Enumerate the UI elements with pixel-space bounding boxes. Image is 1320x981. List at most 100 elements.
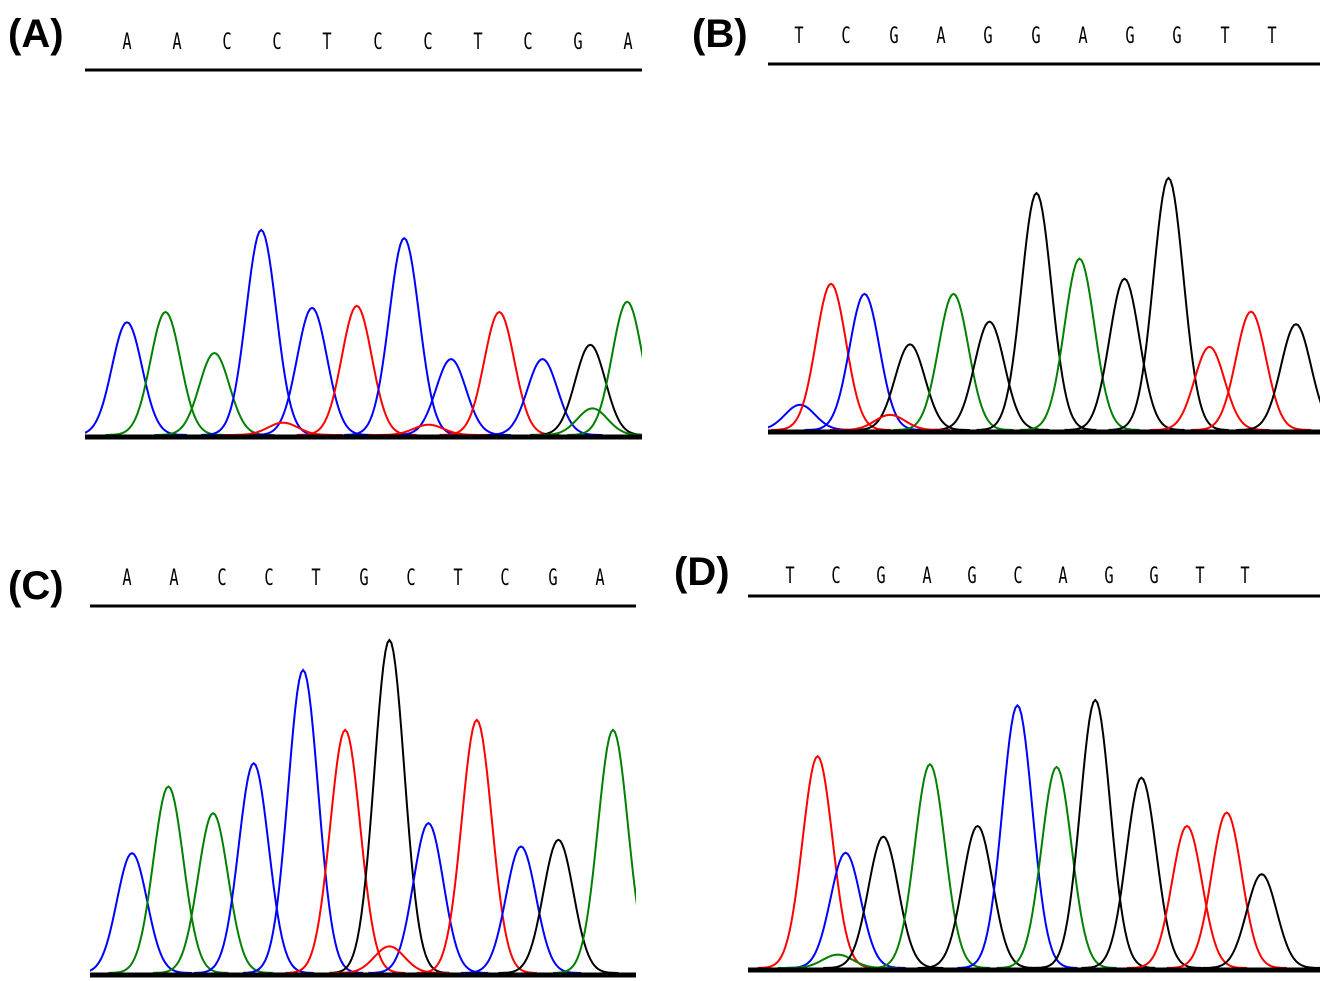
peak-b-2-thymine (770, 282, 892, 431)
peak-d-10-guanine (1081, 776, 1202, 969)
trace-group-b (768, 176, 1320, 431)
peak-c-11-guanine (498, 838, 619, 974)
peak-d-6-guanine (917, 824, 1038, 969)
base-call-b-7: A (1078, 24, 1088, 49)
peak-b-1-cytosine (768, 403, 860, 431)
base-call-b-1: T (794, 24, 804, 49)
base-call-c-4: C (264, 566, 274, 591)
peak-c-7-guanine (329, 638, 450, 974)
peak-c-9-thymine (416, 718, 537, 974)
peak-b-11-thymine (1149, 345, 1270, 431)
peak-a-7-cytosine (344, 236, 465, 436)
base-call-c-11: A (595, 566, 605, 591)
panel-label-a: (A) (8, 12, 64, 56)
peak-a-3-adenine (154, 351, 275, 436)
peak-d-5-adenine (869, 762, 990, 969)
peak-d-11-thymine (1126, 824, 1248, 969)
peak-a-11-guanine (530, 343, 642, 436)
peak-a-2-adenine (105, 310, 226, 436)
peak-c-4-cytosine (193, 761, 314, 974)
base-call-c-1: A (122, 566, 132, 591)
peak-b-7-guanine (976, 191, 1097, 431)
base-call-d-3: G (876, 564, 886, 589)
panel-label-b: (B) (692, 12, 748, 56)
base-call-d-2: C (830, 564, 841, 589)
trace-group-a (85, 228, 642, 436)
base-call-b-2: C (841, 24, 851, 49)
base-call-b-9: G (1172, 24, 1183, 49)
base-call-b-3: G (888, 24, 899, 49)
peak-a-5-cytosine (252, 306, 373, 436)
peak-b-8-adenine (1019, 257, 1140, 431)
base-call-c-10: G (548, 566, 558, 591)
base-call-b-11: T (1267, 24, 1277, 49)
base-call-a-8: T (473, 30, 483, 55)
base-call-c-5: T (311, 566, 321, 591)
base-call-a-2: A (172, 30, 182, 55)
peak-c-8-cytosine (368, 821, 489, 974)
base-call-a-1: A (122, 30, 132, 55)
peak-a-13-adenine (532, 407, 642, 436)
peak-c-5-cytosine (243, 668, 364, 974)
base-call-b-6: G (1030, 24, 1041, 49)
peak-c-3-adenine (153, 811, 274, 974)
peak-b-4-guanine (850, 343, 970, 431)
peak-d-1-thymine (757, 754, 878, 969)
peak-a-9-thymine (439, 310, 560, 436)
peak-c-6-thymine (285, 728, 406, 974)
peak-d-2-cytosine (785, 851, 906, 969)
base-call-a-7: C (422, 30, 433, 55)
trace-group-d (757, 698, 1320, 969)
peak-c-10-cytosine (460, 845, 582, 974)
peak-d-8-adenine (996, 765, 1117, 969)
peak-a-12-adenine (567, 300, 642, 436)
peak-b-5-adenine (893, 292, 1014, 431)
peak-a-6-thymine (296, 304, 417, 436)
base-call-a-11: A (623, 30, 633, 55)
base-call-c-6: G (358, 566, 369, 591)
peak-a-8-cytosine (391, 358, 511, 436)
panel-label-c: (C) (8, 564, 64, 608)
base-call-d-9: G (1149, 564, 1159, 589)
base-call-c-3: C (216, 566, 227, 591)
peak-a-1-cytosine (85, 321, 188, 436)
peak-b-10-guanine (1108, 176, 1229, 431)
base-call-d-7: A (1058, 564, 1068, 589)
peak-d-12-thymine (1166, 811, 1287, 969)
base-call-c-8: T (453, 566, 463, 591)
base-call-a-3: C (222, 30, 232, 55)
panel-label-d: (D) (674, 550, 730, 594)
base-call-d-4: A (921, 564, 932, 589)
peak-b-9-guanine (1064, 277, 1185, 431)
base-call-c-7: C (406, 566, 416, 591)
base-call-d-10: T (1194, 564, 1205, 589)
base-call-d-8: G (1103, 564, 1114, 589)
base-call-a-9: C (523, 30, 533, 55)
base-call-a-4: C (272, 30, 282, 55)
peak-b-14-thymine (830, 413, 950, 431)
base-call-b-8: G (1125, 24, 1135, 49)
peak-b-13-guanine (1235, 323, 1320, 431)
base-call-b-4: A (936, 24, 946, 49)
base-call-c-2: A (169, 566, 179, 591)
peak-c-2-adenine (108, 785, 229, 974)
base-call-d-11: T (1240, 564, 1250, 589)
peak-d-7-cytosine (957, 703, 1078, 969)
base-call-a-10: G (573, 30, 583, 55)
base-call-d-1: T (785, 564, 795, 589)
base-call-a-6: C (372, 30, 383, 55)
peak-c-12-adenine (553, 728, 636, 974)
base-call-a-5: T (322, 30, 333, 55)
peak-c-1-cytosine (90, 851, 193, 974)
peak-a-15-thymine (368, 423, 489, 436)
peak-d-9-guanine (1035, 698, 1156, 969)
peak-b-6-guanine (929, 320, 1050, 431)
peak-d-13-guanine (1201, 873, 1320, 969)
peak-a-14-thymine (223, 421, 343, 436)
peak-a-10-cytosine (482, 358, 603, 436)
peak-b-3-cytosine (804, 292, 925, 431)
base-call-c-9: C (500, 566, 511, 591)
trace-group-c (90, 638, 636, 974)
peak-c-13-thymine (329, 945, 450, 974)
base-call-d-6: C (1012, 564, 1023, 589)
